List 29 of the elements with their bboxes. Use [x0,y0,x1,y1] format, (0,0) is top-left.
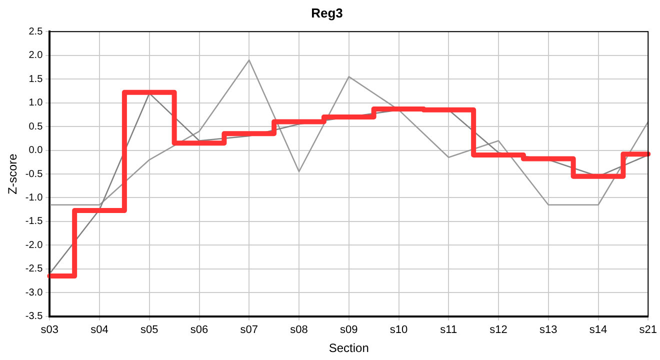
x-tick-label: s06 [190,324,208,336]
x-tick-label: s14 [589,324,608,336]
y-tick-label: -3.0 [25,287,44,298]
y-tick-label: 2.5 [28,26,44,38]
chart-title: Reg3 [311,5,343,20]
y-tick-label: -0.5 [25,168,44,180]
x-tick-label: s08 [290,324,308,336]
y-tick-label: 1.0 [28,98,44,109]
y-tick-label: -2.0 [25,240,44,251]
y-tick-label: -3.5 [25,311,44,322]
x-tick-label: s12 [490,324,508,336]
x-tick-label: s13 [540,324,558,336]
y-axis-title: Z-score [6,153,20,194]
x-tick-label: s03 [40,324,59,336]
x-tick-label: s07 [240,324,258,336]
x-tick-label: s10 [390,324,408,336]
x-tick-label: s21 [639,324,658,336]
y-tick-label: 0.0 [28,145,44,156]
x-tick-label: s11 [440,324,458,336]
y-tick-label: -2.5 [25,264,44,275]
y-tick-label: 1.5 [28,74,44,85]
y-tick-label: 0.5 [28,121,44,132]
y-tick-label: -1.0 [25,192,44,204]
x-tick-label: s05 [140,324,158,336]
y-tick-label: -1.5 [25,216,44,228]
x-tick-label: s04 [90,324,108,336]
x-tick-label: s09 [340,324,358,336]
x-axis-title: Section [328,341,369,356]
y-tick-label: 2.0 [28,50,44,62]
